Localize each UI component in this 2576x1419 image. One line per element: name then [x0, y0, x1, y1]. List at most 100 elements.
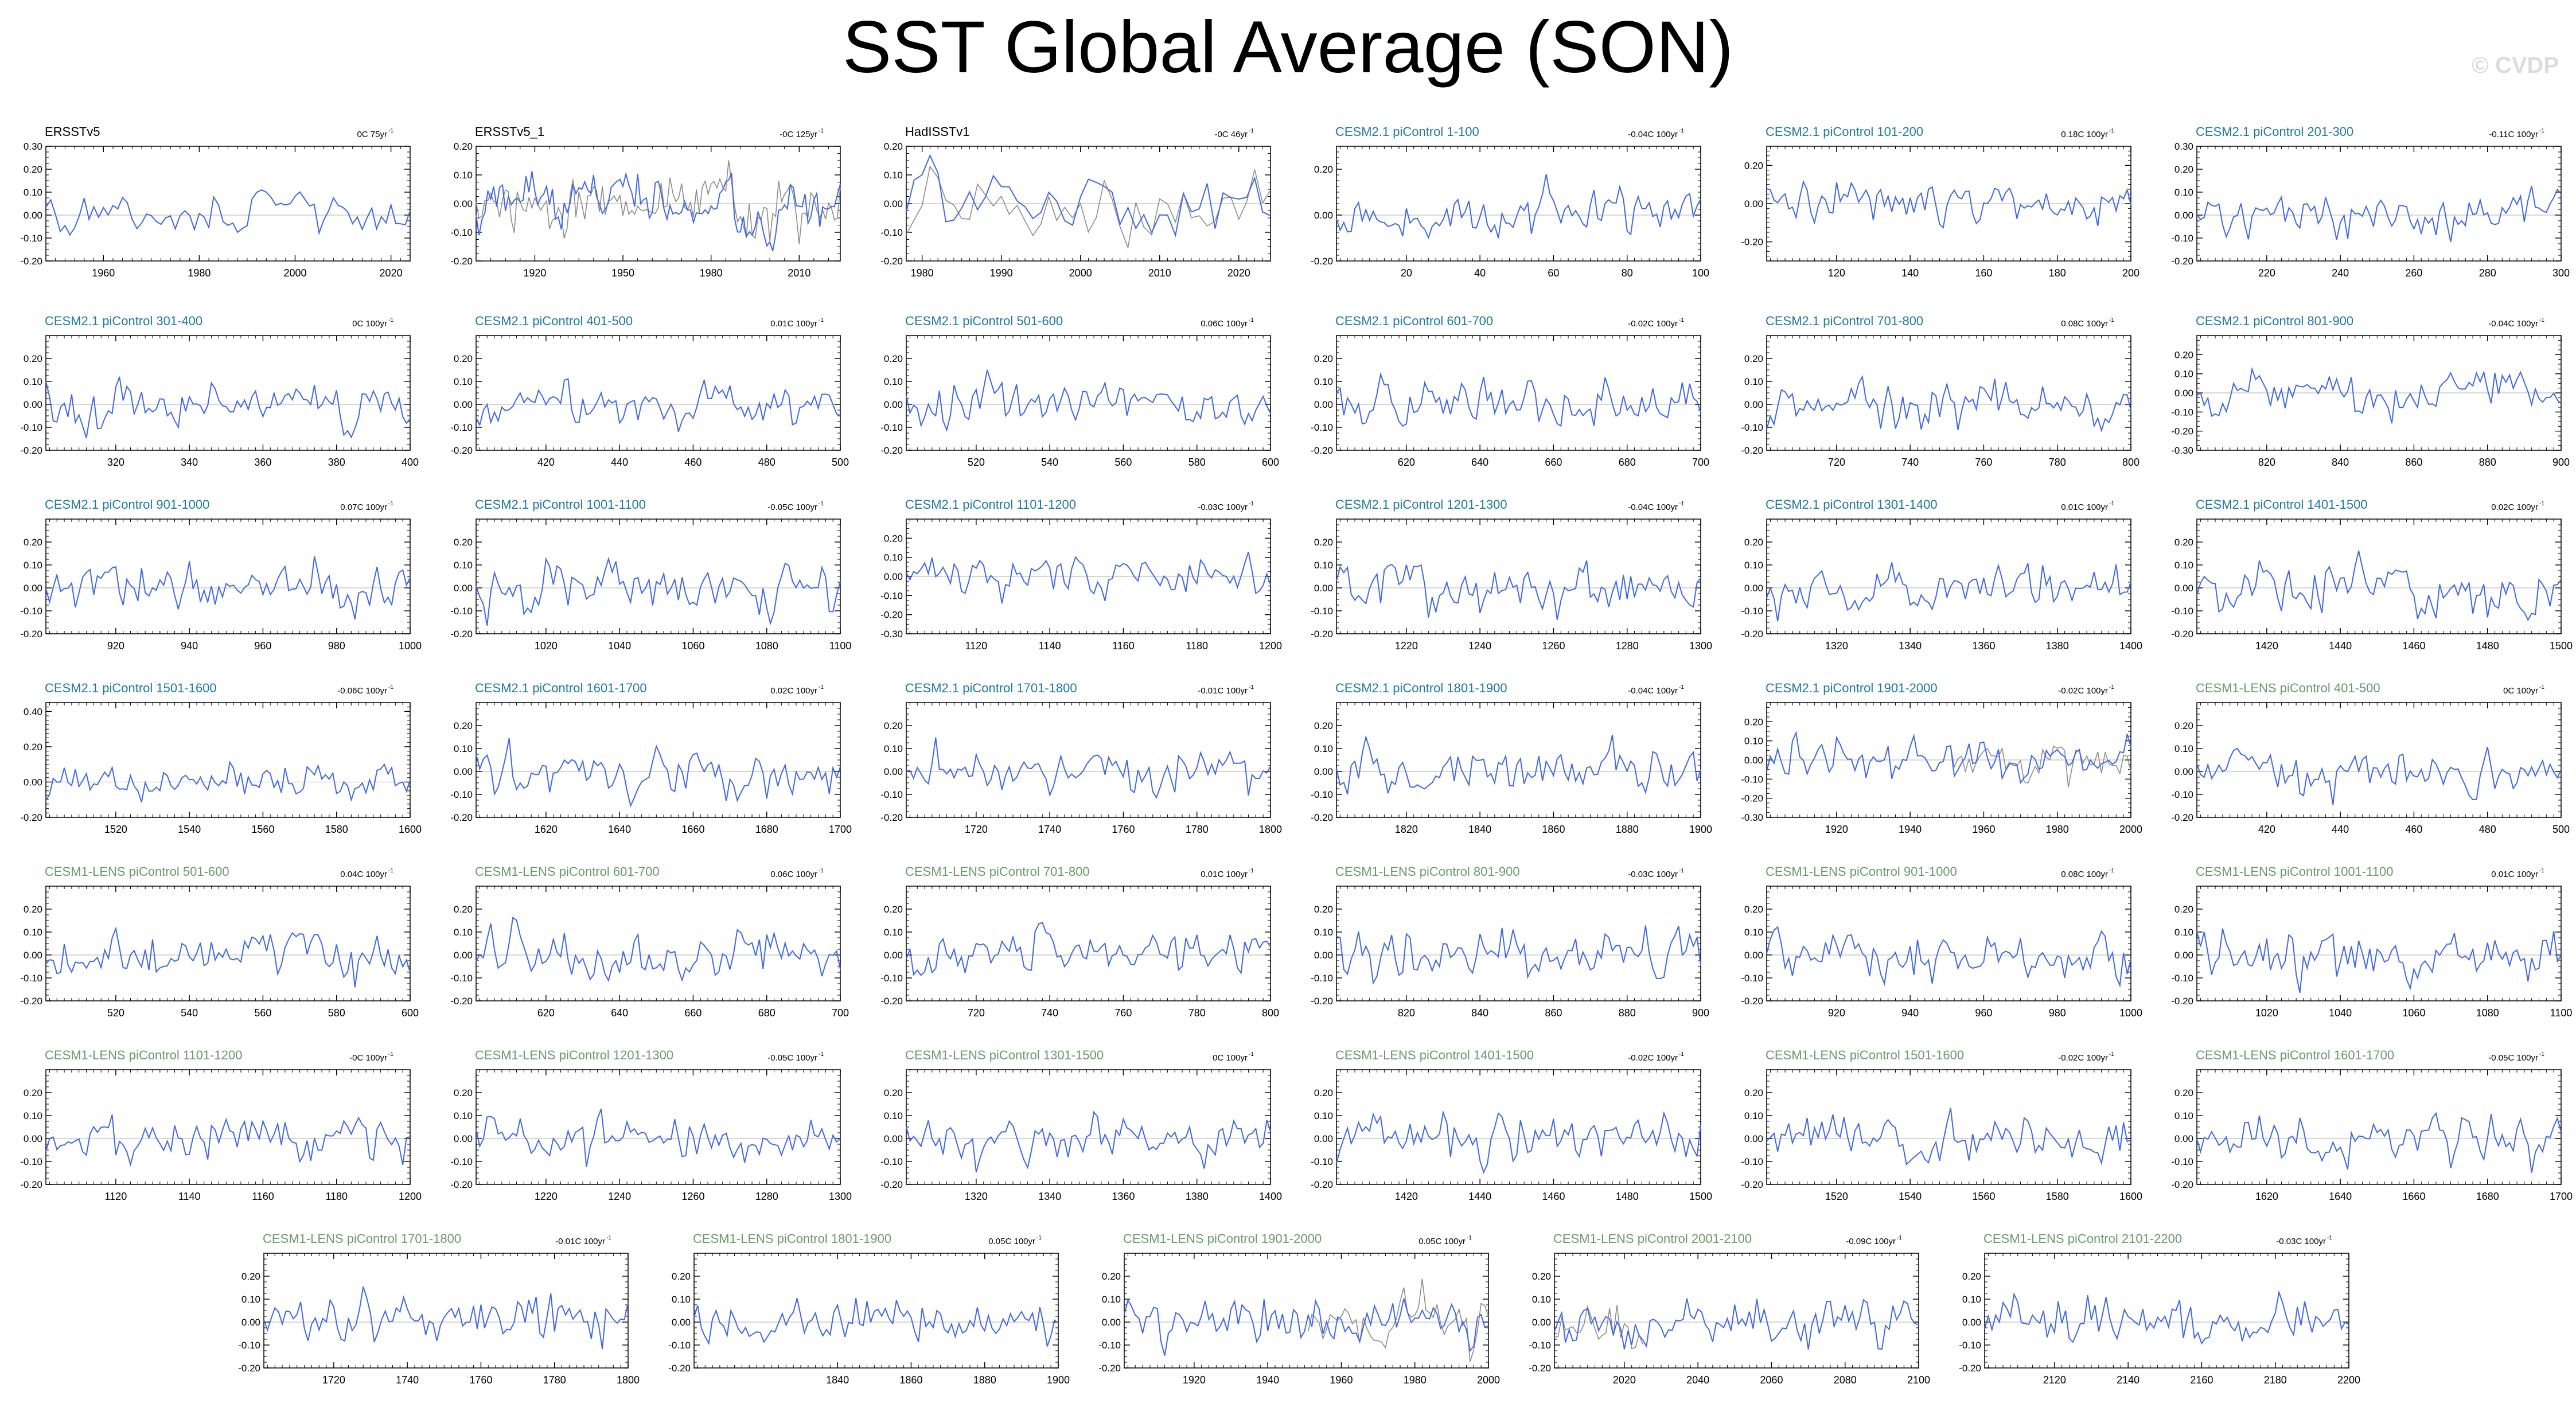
trend-exponent: -1 [1679, 684, 1684, 691]
chart-panel: CESM1-LENS piControl 701-800 0.01C 100yr -… [880, 864, 1279, 1019]
y-tick-label: -0.10 [450, 227, 473, 238]
x-tick-label: 1600 [399, 824, 422, 835]
panel-title: CESM2.1 piControl 901-1000 [45, 497, 209, 512]
plot-frame [1766, 886, 2131, 1001]
y-tick-label: -0.10 [450, 606, 473, 617]
x-tick-label: 780 [2049, 457, 2066, 468]
y-tick-label: 0.30 [24, 141, 42, 152]
y-tick-label: -0.20 [1311, 445, 1333, 456]
x-tick-label: 1040 [608, 640, 631, 652]
x-tick-label: 660 [1545, 457, 1562, 468]
y-tick-label: 0.10 [24, 187, 42, 198]
trend-exponent: -1 [819, 317, 824, 323]
y-tick-label: 0.00 [454, 583, 473, 594]
panel-trend: 0.08C 100yr [2061, 319, 2108, 329]
x-tick-label: 1000 [399, 640, 422, 652]
y-tick-label: 0.00 [2174, 766, 2193, 777]
plot-frame [1336, 335, 1701, 451]
x-tick-label: 820 [2258, 457, 2275, 468]
chart-panel: CESM2.1 piControl 1501-1600 -0.06C 100yr -… [20, 681, 422, 835]
x-tick-label: 2000 [283, 267, 306, 279]
trend-exponent: -1 [2109, 868, 2114, 874]
y-tick-label: 0.00 [2174, 388, 2193, 399]
x-tick-label: 640 [611, 1007, 628, 1019]
x-tick-label: 740 [1041, 1007, 1058, 1019]
panel-trend: 0.01C 100yr [2061, 502, 2108, 512]
series-line [1336, 560, 1701, 620]
y-tick-label: 0.20 [2174, 537, 2193, 548]
panel-trend: -0.06C 100yr [337, 686, 387, 696]
panel-trend: -0.01C 100yr [1198, 686, 1248, 696]
panel-title: CESM2.1 piControl 501-600 [905, 314, 1063, 328]
panel-title: CESM2.1 piControl 1101-1200 [905, 497, 1076, 512]
y-tick-label: 0.00 [884, 950, 903, 961]
x-tick-label: 720 [968, 1007, 985, 1019]
x-tick-label: 560 [254, 1007, 271, 1019]
panel-title: CESM2.1 piControl 1801-1900 [1335, 681, 1507, 695]
panel-trend: 0.01C 100yr [770, 319, 817, 329]
series-line [906, 922, 1271, 976]
y-tick-label: 0.10 [1744, 560, 1763, 571]
x-tick-label: 40 [1474, 267, 1486, 279]
x-tick-label: 1950 [611, 267, 634, 279]
x-tick-label: 1360 [1972, 640, 1995, 652]
panel-title: CESM2.1 piControl 401-500 [475, 314, 633, 328]
panel-trend: -0.04C 100yr [2488, 319, 2538, 329]
panel-trend: -0.05C 100yr [767, 502, 817, 512]
y-tick-label: 0.00 [454, 198, 473, 209]
panel-trend: -0.03C 100yr [1198, 502, 1248, 512]
x-tick-label: 140 [1901, 267, 1919, 279]
panel-trend: 0.04C 100yr [340, 870, 387, 879]
x-tick-label: 1200 [1259, 640, 1282, 652]
panel-trend: -0.02C 100yr [2058, 686, 2108, 696]
x-tick-label: 900 [2552, 457, 2570, 468]
chart-panel: CESM2.1 piControl 1201-1300 -0.04C 100yr -… [1311, 497, 1712, 652]
x-tick-label: 60 [1548, 267, 1559, 279]
y-tick-label: -0.10 [1741, 606, 1763, 617]
panel-title: CESM2.1 piControl 1201-1300 [1335, 497, 1507, 512]
chart-panel: CESM2.1 piControl 1401-1500 0.02C 100yr -1… [2171, 497, 2573, 652]
x-tick-label: 1080 [755, 640, 778, 652]
chart-panel: CESM2.1 piControl 101-200 0.18C 100yr -1 0.… [1741, 124, 2139, 279]
x-tick-label: 1780 [1186, 824, 1209, 835]
chart-panel: CESM2.1 piControl 401-500 0.01C 100yr -1 0.… [450, 314, 849, 468]
y-tick-label: 0.20 [24, 904, 42, 915]
y-tick-label: -0.20 [450, 256, 473, 267]
chart-panel: CESM2.1 piControl 301-400 0C 100yr -1 0.20 0… [20, 314, 419, 468]
y-tick-label: 0.20 [1314, 904, 1333, 915]
x-tick-label: 920 [107, 640, 124, 652]
plot-frame [1336, 702, 1701, 818]
x-tick-label: 1940 [1899, 824, 1922, 835]
panel-trend: 0.07C 100yr [340, 502, 387, 512]
x-tick-label: 620 [537, 1007, 555, 1019]
y-tick-label: 0.10 [454, 743, 473, 754]
panel-trend: 0.02C 100yr [770, 686, 817, 696]
panel-title: CESM2.1 piControl 201-300 [2196, 124, 2353, 139]
trend-exponent: -1 [2109, 684, 2114, 691]
y-tick-label: -0.20 [1311, 812, 1333, 823]
y-tick-label: 0.00 [1744, 583, 1763, 594]
y-tick-label: 0.10 [884, 170, 903, 181]
y-tick-label: -0.20 [1741, 629, 1763, 640]
y-tick-label: 0.00 [24, 583, 42, 594]
trend-exponent: -1 [819, 128, 824, 134]
trend-exponent: -1 [819, 684, 824, 691]
chart-panel: CESM2.1 piControl 1801-1900 -0.04C 100yr -… [1311, 681, 1712, 835]
y-tick-label: 0.10 [884, 927, 903, 938]
x-tick-label: 1700 [829, 824, 852, 835]
x-tick-label: 1920 [523, 267, 546, 279]
y-tick-label: 0.10 [1314, 560, 1333, 571]
trend-exponent: -1 [388, 128, 393, 134]
x-tick-label: 480 [758, 457, 775, 468]
panel-trend: -0.11C 100yr [2489, 130, 2538, 139]
series-line [906, 737, 1271, 799]
panel-trend: -0C 125yr [780, 130, 817, 139]
plot-frame [2196, 519, 2562, 634]
y-tick-label: -0.10 [1311, 422, 1333, 433]
y-tick-label: 0.10 [1314, 927, 1333, 938]
y-tick-label: 0.00 [2174, 210, 2193, 221]
obs-overlay-line [906, 165, 1271, 250]
chart-panel: CESM2.1 piControl 1901-2000 -0.02C 100yr -… [1741, 681, 2142, 835]
y-tick-label: 0.20 [884, 353, 903, 364]
y-tick-label: -0.10 [1741, 774, 1763, 785]
